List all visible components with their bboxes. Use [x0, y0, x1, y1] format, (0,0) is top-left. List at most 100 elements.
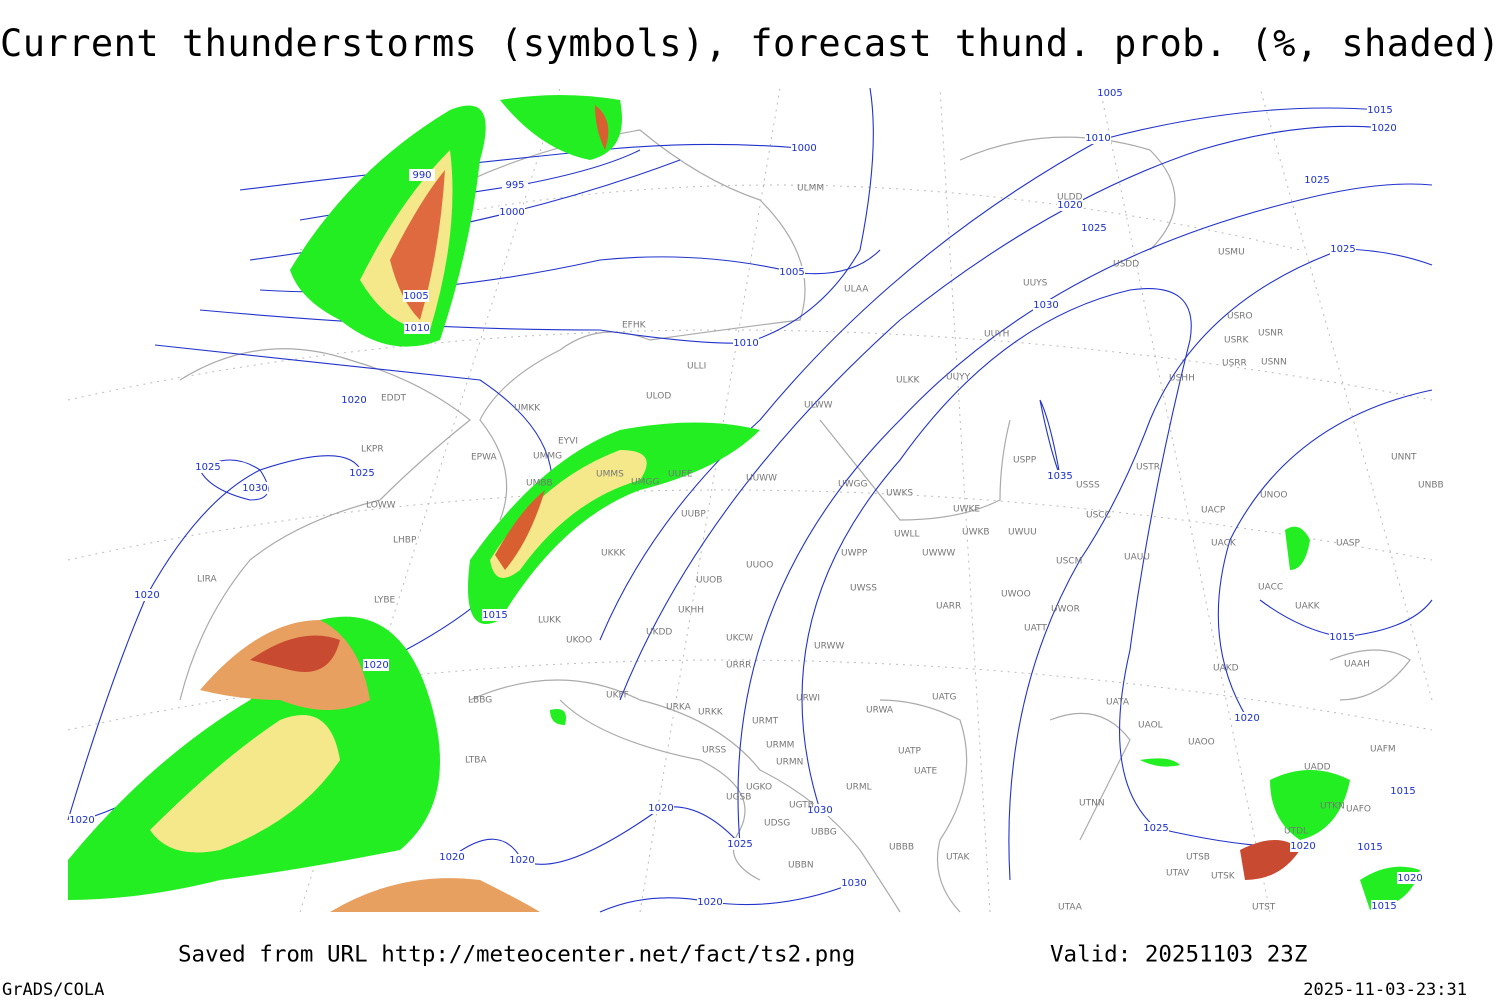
station-label: UBBB	[889, 843, 914, 853]
isobar-label: 1015	[1371, 901, 1396, 912]
label-bg	[1033, 299, 1059, 311]
label-bg	[341, 394, 367, 406]
station-label: UGKO	[746, 783, 772, 793]
isobar-label: 1025	[727, 839, 752, 850]
isobar-label: 990	[412, 170, 431, 181]
label-bg	[1357, 841, 1383, 853]
graticule	[67, 87, 1433, 913]
isobar-label: 1020	[648, 803, 673, 814]
station-label: ULAA	[844, 285, 869, 295]
station-label: ULLI	[687, 362, 706, 372]
station-label: UDSG	[764, 819, 790, 829]
station-label: URWA	[866, 706, 894, 716]
station-label: UWPP	[841, 549, 868, 559]
station-label: URML	[846, 783, 872, 793]
station-label: USCM	[1056, 557, 1082, 567]
label-bg	[1371, 122, 1397, 134]
label-bg	[727, 838, 753, 850]
station-label: LHBP	[393, 536, 417, 546]
label-bg	[1304, 174, 1330, 186]
station-label: UTDL	[1284, 827, 1308, 837]
isobar-label: 1015	[482, 610, 507, 621]
valid-time: Valid: 20251103 23Z	[1050, 942, 1307, 968]
station-label: UATA	[1106, 698, 1130, 708]
station-label: UACC	[1258, 583, 1283, 593]
station-label: ULOD	[646, 392, 671, 402]
station-label: ULKK	[896, 376, 921, 386]
label-bg	[779, 266, 805, 278]
isobar-label: 1005	[1097, 88, 1122, 99]
isobar-label: 1020	[697, 897, 722, 908]
station-label: UWLL	[894, 530, 920, 540]
label-bg	[1371, 900, 1397, 912]
isobar-label: 1030	[1033, 300, 1058, 311]
station-label: USDD	[1113, 260, 1139, 270]
isobar-label: 1020	[1234, 713, 1259, 724]
label-bg	[134, 589, 160, 601]
station-label: URMT	[752, 717, 779, 727]
isobar-label: 1020	[1057, 200, 1082, 211]
station-label: UUBP	[681, 510, 706, 520]
label-bg	[195, 461, 221, 473]
station-label: UWOO	[1001, 590, 1031, 600]
station-label: UAKK	[1295, 602, 1321, 612]
isobar-label: 1020	[439, 852, 464, 863]
station-label: UAOO	[1188, 738, 1215, 748]
station-label: USNN	[1261, 358, 1287, 368]
station-label: UTSK	[1211, 872, 1236, 882]
station-label: USRK	[1224, 336, 1250, 346]
station-label: URWW	[814, 642, 844, 652]
isobar-label: 1015	[1357, 842, 1382, 853]
station-label: UMBB	[526, 479, 553, 489]
station-label: UTSB	[1186, 853, 1210, 863]
station-label: USCC	[1086, 511, 1111, 521]
station-label: UWUU	[1008, 528, 1037, 538]
isobar-label: 1025	[195, 462, 220, 473]
isobar-label: 1020	[363, 660, 388, 671]
label-bg	[1290, 840, 1316, 852]
stations: ULMM ULAA EFHK ULLI ULOD UMKK EDDT EPWA EYVI UMMG…	[197, 184, 1444, 913]
station-label: URSS	[702, 746, 727, 756]
label-bg	[1367, 104, 1393, 116]
label-bg	[349, 467, 375, 479]
station-label: UGTB	[789, 801, 814, 811]
label-bg	[439, 851, 465, 863]
station-label: UKOO	[566, 636, 592, 646]
station-label: UKFF	[606, 691, 629, 701]
station-label: UNBB	[1418, 481, 1444, 491]
station-label: UASP	[1336, 539, 1360, 549]
isobar-label: 1020	[1290, 841, 1315, 852]
label-bg	[502, 179, 528, 191]
station-label: LBBG	[468, 696, 492, 706]
label-bg	[1329, 631, 1355, 643]
map: 990 995 1000 1000 1005 1010 1005 1010 1020 1025 10…	[67, 87, 1444, 913]
label-bg	[1085, 132, 1111, 144]
label-bg	[403, 290, 429, 302]
label-bg	[1397, 872, 1423, 884]
station-label: UAAH	[1344, 660, 1370, 670]
isobar-label: 1025	[1330, 244, 1355, 255]
isobar-label: 1010	[733, 338, 758, 349]
station-label: URWI	[796, 694, 820, 704]
label-bg	[697, 896, 723, 908]
station-label: UWSS	[850, 584, 877, 594]
station-label: USPP	[1013, 456, 1037, 466]
station-label: URMM	[766, 741, 794, 751]
isobar-label: 1010	[404, 323, 429, 334]
station-label: USSS	[1076, 481, 1100, 491]
label-bg	[733, 337, 759, 349]
isobar-label: 1025	[349, 468, 374, 479]
saved-url: Saved from URL http://meteocenter.net/fa…	[178, 942, 855, 968]
station-label: USTR	[1136, 463, 1160, 473]
isobar-label: 1030	[807, 805, 832, 816]
isobar-labels: 990 995 1000 1000 1005 1010 1005 1010 1020 1025 10…	[69, 87, 1423, 912]
station-label: URKA	[666, 703, 692, 713]
label-bg	[1057, 199, 1083, 211]
station-label: URMN	[776, 758, 803, 768]
station-label: UTAA	[1058, 903, 1083, 913]
isobar-label: 1030	[242, 483, 267, 494]
isobar-label: 1015	[1390, 786, 1415, 797]
software: GrADS/COLA	[2, 980, 104, 1000]
isobar-label: 1020	[509, 855, 534, 866]
